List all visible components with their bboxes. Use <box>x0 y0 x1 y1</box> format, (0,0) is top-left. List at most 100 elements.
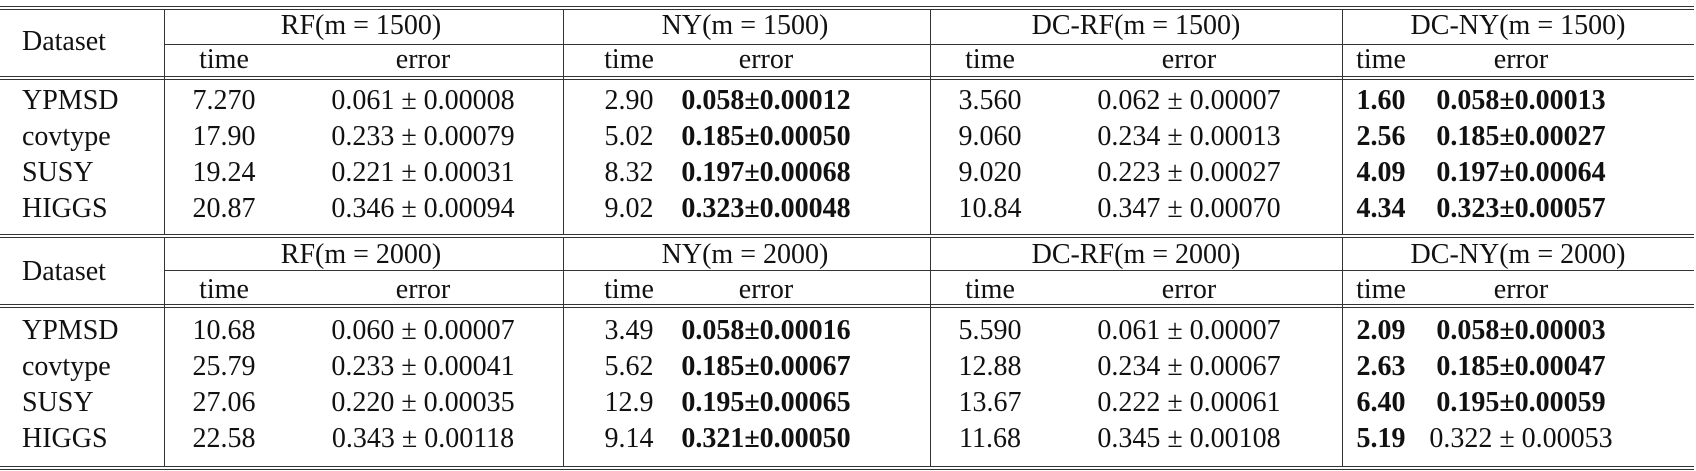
time-cell: 9.02 <box>604 193 654 224</box>
header-rule <box>0 76 1694 80</box>
group-header: DC-RF(m = 2000) <box>1031 239 1241 270</box>
time-cell: 12.88 <box>958 351 1022 382</box>
group-header: DC-NY(m = 2000) <box>1410 239 1626 270</box>
time-cell: 10.84 <box>958 193 1022 224</box>
subheader-error: error <box>395 44 451 75</box>
column-divider <box>930 10 931 234</box>
error-cell: 0.222 ± 0.00061 <box>1097 387 1281 418</box>
time-cell: 20.87 <box>192 193 256 224</box>
time-cell: 5.590 <box>958 315 1022 346</box>
subheader-time: time <box>604 44 654 75</box>
error-cell: 0.061 ± 0.00008 <box>331 85 515 116</box>
error-cell: 0.060 ± 0.00007 <box>331 315 515 346</box>
dataset-name: covtype <box>22 121 111 152</box>
time-cell: 17.90 <box>192 121 256 152</box>
dataset-name: YPMSD <box>22 315 119 346</box>
header-rule <box>0 304 1694 308</box>
time-cell: 10.68 <box>192 315 256 346</box>
block-divider-rule <box>0 234 1694 238</box>
time-cell: 9.14 <box>604 423 654 454</box>
time-cell: 2.09 <box>1356 315 1406 346</box>
column-divider <box>563 10 564 234</box>
time-cell: 3.560 <box>958 85 1022 116</box>
error-cell: 0.234 ± 0.00013 <box>1097 121 1281 152</box>
error-cell: 0.347 ± 0.00070 <box>1097 193 1281 224</box>
group-header: NY(m = 2000) <box>661 239 829 270</box>
time-cell: 22.58 <box>192 423 256 454</box>
error-cell: 0.058±0.00013 <box>1436 85 1606 116</box>
error-cell: 0.223 ± 0.00027 <box>1097 157 1281 188</box>
error-cell: 0.195±0.00065 <box>681 387 851 418</box>
time-cell: 25.79 <box>192 351 256 382</box>
error-cell: 0.233 ± 0.00041 <box>331 351 515 382</box>
error-cell: 0.323±0.00048 <box>681 193 851 224</box>
time-cell: 12.9 <box>604 387 654 418</box>
dataset-name: YPMSD <box>22 85 119 116</box>
time-cell: 13.67 <box>958 387 1022 418</box>
error-cell: 0.058±0.00016 <box>681 315 851 346</box>
subheader-time: time <box>199 44 249 75</box>
error-cell: 0.197±0.00064 <box>1436 157 1606 188</box>
time-cell: 6.40 <box>1356 387 1406 418</box>
column-divider <box>1342 238 1343 466</box>
error-cell: 0.345 ± 0.00108 <box>1097 423 1281 454</box>
group-rule <box>164 44 1694 45</box>
error-cell: 0.185±0.00050 <box>681 121 851 152</box>
subheader-error: error <box>1493 274 1549 305</box>
time-cell: 3.49 <box>604 315 654 346</box>
subheader-time: time <box>199 274 249 305</box>
group-header: RF(m = 2000) <box>280 239 442 270</box>
row-header-dataset: Dataset <box>22 256 106 287</box>
time-cell: 19.24 <box>192 157 256 188</box>
error-cell: 0.221 ± 0.00031 <box>331 157 515 188</box>
error-cell: 0.323±0.00057 <box>1436 193 1606 224</box>
column-divider <box>930 238 931 466</box>
error-cell: 0.058±0.00012 <box>681 85 851 116</box>
subheader-time: time <box>965 44 1015 75</box>
group-header: NY(m = 1500) <box>661 10 829 41</box>
error-cell: 0.185±0.00027 <box>1436 121 1606 152</box>
subheader-time: time <box>965 274 1015 305</box>
column-divider <box>1342 10 1343 234</box>
time-cell: 2.90 <box>604 85 654 116</box>
error-cell: 0.234 ± 0.00067 <box>1097 351 1281 382</box>
time-cell: 9.020 <box>958 157 1022 188</box>
time-cell: 2.56 <box>1356 121 1406 152</box>
time-cell: 11.68 <box>959 423 1021 454</box>
group-header: DC-RF(m = 1500) <box>1031 10 1241 41</box>
subheader-error: error <box>738 274 794 305</box>
subheader-error: error <box>1493 44 1549 75</box>
dataset-name: HIGGS <box>22 193 108 224</box>
column-divider <box>164 10 165 234</box>
time-cell: 4.09 <box>1356 157 1406 188</box>
top-rule <box>0 6 1694 10</box>
subheader-time: time <box>1356 44 1406 75</box>
error-cell: 0.195±0.00059 <box>1436 387 1606 418</box>
subheader-time: time <box>604 274 654 305</box>
time-cell: 4.34 <box>1356 193 1406 224</box>
dataset-name: SUSY <box>22 157 94 188</box>
time-cell: 1.60 <box>1356 85 1406 116</box>
group-header: RF(m = 1500) <box>280 10 442 41</box>
error-cell: 0.321±0.00050 <box>681 423 851 454</box>
error-cell: 0.062 ± 0.00007 <box>1097 85 1281 116</box>
error-cell: 0.346 ± 0.00094 <box>331 193 515 224</box>
column-divider <box>563 238 564 466</box>
error-cell: 0.058±0.00003 <box>1436 315 1606 346</box>
group-rule <box>164 270 1694 271</box>
dataset-name: covtype <box>22 351 111 382</box>
time-cell: 8.32 <box>604 157 654 188</box>
dataset-name: SUSY <box>22 387 94 418</box>
subheader-error: error <box>1161 44 1217 75</box>
error-cell: 0.197±0.00068 <box>681 157 851 188</box>
time-cell: 5.19 <box>1356 423 1406 454</box>
subheader-error: error <box>738 44 794 75</box>
error-cell: 0.185±0.00067 <box>681 351 851 382</box>
dataset-name: HIGGS <box>22 423 108 454</box>
group-header: DC-NY(m = 1500) <box>1410 10 1626 41</box>
bottom-rule <box>0 466 1694 470</box>
error-cell: 0.233 ± 0.00079 <box>331 121 515 152</box>
time-cell: 5.62 <box>604 351 654 382</box>
error-cell: 0.185±0.00047 <box>1436 351 1606 382</box>
